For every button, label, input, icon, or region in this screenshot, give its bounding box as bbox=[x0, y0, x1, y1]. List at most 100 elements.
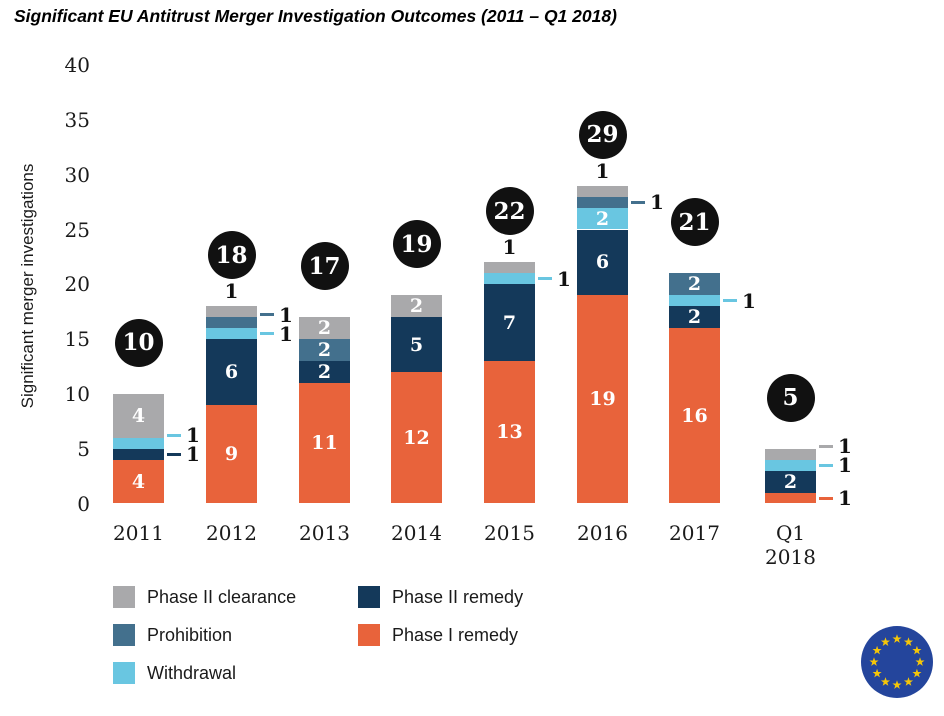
bar-segment-phase-i-remedy: 16 bbox=[669, 328, 720, 504]
callout-value-label: 1 bbox=[838, 434, 852, 459]
eu-flag-star bbox=[880, 637, 891, 646]
callout-line bbox=[260, 313, 274, 317]
bar-total-badge: 17 bbox=[300, 242, 349, 291]
bar-segment-withdrawal bbox=[484, 273, 535, 285]
bar-segment-value: 2 bbox=[783, 470, 798, 493]
bar-segment-phase-i-remedy: 11 bbox=[299, 382, 350, 504]
bar-segment-phase-i-remedy: 12 bbox=[391, 371, 442, 504]
bar-segment-value: 5 bbox=[409, 333, 424, 356]
bar-segment-phase-i-remedy: 13 bbox=[484, 361, 535, 504]
x-axis-label-line: 2018 bbox=[765, 545, 816, 569]
bar-segment-withdrawal: 2 bbox=[577, 208, 628, 230]
y-tick-label: 40 bbox=[64, 53, 90, 78]
legend-label: Phase II remedy bbox=[392, 586, 524, 607]
bar-segment-value: 2 bbox=[317, 360, 332, 383]
bar-segment-phase-ii-remedy: 6 bbox=[577, 229, 628, 296]
x-axis-label: Q1 2018 bbox=[743, 521, 839, 569]
bar-segment-value: 4 bbox=[131, 404, 146, 427]
legend-item-withdrawal: Withdrawal bbox=[113, 662, 236, 684]
x-axis-label-line: 2016 bbox=[577, 521, 628, 545]
callout-line bbox=[819, 463, 833, 467]
chart-title: Significant EU Antitrust Merger Investig… bbox=[14, 6, 617, 26]
y-tick-label: 10 bbox=[64, 381, 90, 406]
bar-above-value-label: 1 bbox=[502, 235, 517, 260]
bar-segment-value: 2 bbox=[687, 273, 702, 296]
bar-segment-phase-ii-remedy: 7 bbox=[484, 284, 535, 362]
legend-color-swatch bbox=[113, 662, 135, 684]
bar-total-badge: 5 bbox=[766, 373, 815, 422]
bar-segment-phase-ii-clearance: 2 bbox=[299, 317, 350, 339]
bar-segment-phase-ii-remedy: 2 bbox=[299, 361, 350, 383]
x-axis-label: 2016 bbox=[555, 521, 651, 545]
bar-above-value-label: 1 bbox=[595, 158, 610, 183]
x-axis-label: 2017 bbox=[647, 521, 743, 545]
eu-flag-star bbox=[880, 677, 891, 686]
bar-segment-phase-ii-remedy: 6 bbox=[206, 339, 257, 405]
callout-line bbox=[167, 433, 181, 437]
bar-total-badge: 10 bbox=[114, 318, 163, 367]
x-axis-label-line: 2013 bbox=[299, 521, 350, 545]
legend-label: Phase I remedy bbox=[392, 624, 519, 645]
bar-segment-phase-i-remedy: 4 bbox=[113, 459, 164, 504]
bar-segment-value: 16 bbox=[681, 404, 708, 427]
eu-flag-star bbox=[872, 668, 882, 678]
y-tick-label: 35 bbox=[64, 107, 90, 132]
eu-flag-star bbox=[912, 668, 922, 678]
legend-label: Phase II clearance bbox=[147, 586, 297, 607]
y-tick-label: 0 bbox=[77, 491, 90, 516]
legend-color-swatch bbox=[113, 586, 135, 608]
eu-flag-star bbox=[912, 645, 922, 655]
legend-item-phase-ii-clearance: Phase II clearance bbox=[113, 586, 296, 608]
bar-segment-phase-ii-clearance bbox=[577, 185, 628, 197]
bar-segment-phase-ii-remedy bbox=[113, 448, 164, 460]
callout-value-label: 1 bbox=[838, 453, 852, 478]
x-axis-label-line: Q1 bbox=[775, 521, 806, 545]
legend-color-swatch bbox=[358, 624, 380, 646]
bar-segment-phase-ii-clearance: 4 bbox=[113, 393, 164, 438]
eu-flag-icon bbox=[861, 626, 933, 698]
legend-label: Withdrawal bbox=[147, 662, 237, 683]
bar-segment-phase-ii-clearance bbox=[484, 262, 535, 274]
bar-segment-phase-ii-clearance: 2 bbox=[391, 295, 442, 317]
y-tick-label: 20 bbox=[64, 272, 90, 297]
bar-segment-phase-ii-clearance bbox=[206, 306, 257, 318]
bar-segment-value: 6 bbox=[224, 360, 239, 383]
x-axis-label-line: 2017 bbox=[669, 521, 720, 545]
bar-total-badge: 18 bbox=[207, 231, 256, 280]
y-tick-label: 15 bbox=[64, 327, 90, 352]
bar-segment-value: 2 bbox=[317, 317, 332, 340]
eu-flag-star bbox=[872, 645, 882, 655]
callout-line bbox=[819, 496, 833, 500]
x-axis-label: 2014 bbox=[369, 521, 465, 545]
x-axis-label-line: 2015 bbox=[484, 521, 535, 545]
y-tick-label: 5 bbox=[77, 436, 90, 461]
x-axis-label: 2015 bbox=[462, 521, 558, 545]
bar-segment-phase-i-remedy bbox=[765, 492, 816, 504]
bar-segment-phase-ii-remedy: 2 bbox=[669, 306, 720, 328]
bar-total-badge: 29 bbox=[578, 110, 627, 159]
bar-segment-value: 9 bbox=[224, 443, 239, 466]
y-tick-label: 25 bbox=[64, 217, 90, 242]
bar-segment-value: 19 bbox=[589, 388, 616, 411]
bar-segment-withdrawal bbox=[113, 437, 164, 449]
eu-flag-star bbox=[903, 677, 914, 686]
x-axis-label-line: 2014 bbox=[391, 521, 442, 545]
legend-color-swatch bbox=[358, 586, 380, 608]
y-axis-title: Significant merger investigations bbox=[18, 163, 37, 409]
bar-segment-value: 2 bbox=[687, 306, 702, 329]
bar-segment-value: 11 bbox=[311, 432, 338, 455]
callout-value-label: 1 bbox=[186, 442, 200, 467]
bar-segment-value: 7 bbox=[502, 311, 517, 334]
legend-item-phase-ii-remedy: Phase II remedy bbox=[358, 586, 523, 608]
bar-total-badge: 19 bbox=[392, 220, 441, 269]
legend-color-swatch bbox=[113, 624, 135, 646]
bar-segment-prohibition: 2 bbox=[299, 339, 350, 361]
bar-segment-withdrawal bbox=[765, 459, 816, 471]
bar-segment-value: 6 bbox=[595, 251, 610, 274]
bar-segment-phase-i-remedy: 19 bbox=[577, 295, 628, 504]
callout-value-label: 1 bbox=[838, 486, 852, 511]
callout-value-label: 1 bbox=[557, 266, 571, 291]
legend-label: Prohibition bbox=[147, 624, 233, 645]
x-axis-label-line: 2011 bbox=[113, 521, 164, 545]
bar-segment-prohibition bbox=[577, 196, 628, 208]
